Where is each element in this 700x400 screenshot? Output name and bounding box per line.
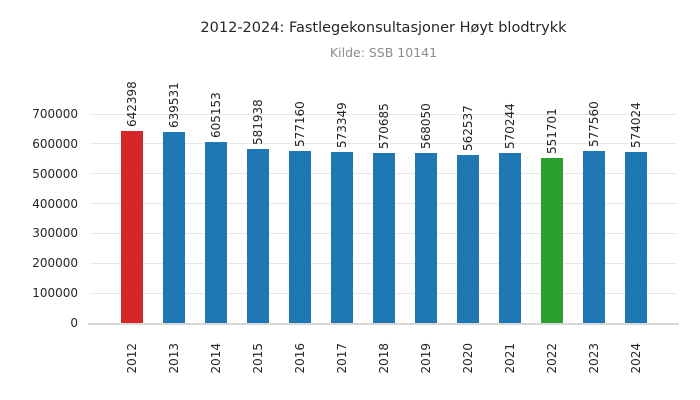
value-label-2013: 639531 — [167, 82, 181, 129]
x-axis-line — [88, 323, 679, 325]
y-tick-label-0: 0 — [70, 316, 78, 330]
gridline-700000 — [90, 113, 677, 115]
value-label-2022: 551701 — [545, 108, 559, 155]
x-tick-label-2017: 2017 — [335, 343, 349, 374]
x-tick-label-2023: 2023 — [587, 343, 601, 374]
chart-subtitle: Kilde: SSB 10141 — [329, 45, 438, 60]
value-label-2024: 574024 — [629, 101, 643, 148]
bar-2020 — [457, 155, 479, 323]
value-label-2021: 570244 — [503, 102, 517, 149]
value-label-2019: 568050 — [419, 103, 433, 150]
bar-2015 — [247, 149, 269, 323]
value-label-2014: 605153 — [209, 92, 223, 139]
bar-2017 — [331, 151, 353, 323]
bar-2016 — [289, 150, 311, 323]
x-tick-label-2013: 2013 — [167, 343, 181, 374]
x-tick-label-2021: 2021 — [503, 343, 517, 374]
x-tick-label-2015: 2015 — [251, 343, 265, 374]
y-tick-label-500000: 500000 — [32, 166, 78, 181]
x-tick-label-2024: 2024 — [629, 343, 643, 374]
bar-2018 — [373, 152, 395, 323]
gridline-600000 — [90, 143, 677, 145]
bar-2013 — [163, 132, 185, 323]
bar-2024 — [625, 151, 647, 323]
bar-2019 — [415, 153, 437, 323]
value-label-2016: 577160 — [293, 100, 307, 147]
chart-title: 2012-2024: Fastlegekonsultasjoner Høyt b… — [200, 20, 567, 36]
y-tick-label-300000: 300000 — [32, 226, 78, 241]
value-label-2018: 570685 — [377, 102, 391, 149]
value-label-2023: 577560 — [587, 100, 601, 147]
x-tick-label-2018: 2018 — [377, 343, 391, 374]
bar-2022 — [541, 158, 563, 323]
value-label-2017: 573349 — [335, 102, 349, 148]
y-tick-label-700000: 700000 — [32, 107, 78, 121]
value-label-2020: 562537 — [461, 105, 475, 152]
x-tick-label-2016: 2016 — [293, 343, 307, 374]
x-tick-label-2014: 2014 — [209, 343, 223, 374]
x-tick-label-2012: 2012 — [125, 343, 139, 374]
value-label-2012: 642398 — [125, 81, 139, 128]
y-tick-label-100000: 100000 — [32, 286, 78, 301]
bar-2014 — [205, 142, 227, 323]
value-label-2015: 581938 — [251, 99, 265, 146]
bar-2021 — [499, 152, 521, 323]
x-tick-label-2022: 2022 — [545, 343, 559, 374]
x-tick-label-2020: 2020 — [461, 343, 475, 374]
plot-area: 642398 639531 605153 581938 577160 573349 5706… — [88, 81, 679, 325]
x-tick-label-2019: 2019 — [419, 343, 433, 374]
y-tick-label-600000: 600000 — [32, 136, 78, 151]
y-tick-label-200000: 200000 — [32, 256, 78, 271]
bar-2012 — [121, 131, 143, 323]
bar-2023 — [583, 150, 605, 323]
y-tick-label-400000: 400000 — [32, 196, 78, 211]
